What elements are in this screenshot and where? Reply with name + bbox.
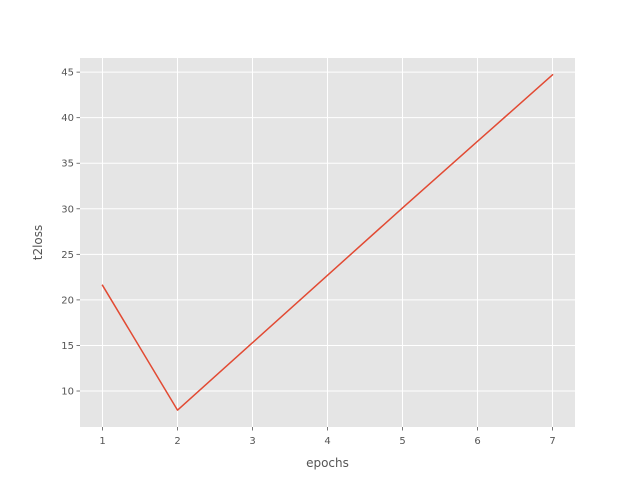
grid <box>80 58 575 427</box>
x-axis-ticks: 1 2 3 4 5 6 7 <box>99 427 556 447</box>
y-tick-label: 40 <box>61 113 74 124</box>
x-axis-label: epochs <box>306 456 349 470</box>
x-tick-label: 2 <box>174 436 180 447</box>
series-layer <box>101 73 554 411</box>
y-tick-label: 35 <box>61 159 74 170</box>
y-tick-label: 10 <box>61 387 74 398</box>
y-tick-label: 30 <box>61 204 74 215</box>
x-tick-label: 3 <box>249 436 255 447</box>
x-tick-label: 7 <box>549 436 555 447</box>
y-tick-label: 45 <box>61 68 74 79</box>
x-tick-label: 5 <box>399 436 405 447</box>
series-line-0 <box>101 73 554 411</box>
x-tick-label: 4 <box>324 436 330 447</box>
y-tick-label: 20 <box>61 295 74 306</box>
y-axis-label: t2loss <box>31 225 45 261</box>
x-tick-label: 6 <box>474 436 480 447</box>
x-tick-label: 1 <box>99 436 105 447</box>
y-axis-ticks: 10 15 20 25 30 35 40 45 <box>61 68 80 398</box>
y-tick-label: 25 <box>61 250 74 261</box>
y-tick-label: 15 <box>61 341 74 352</box>
